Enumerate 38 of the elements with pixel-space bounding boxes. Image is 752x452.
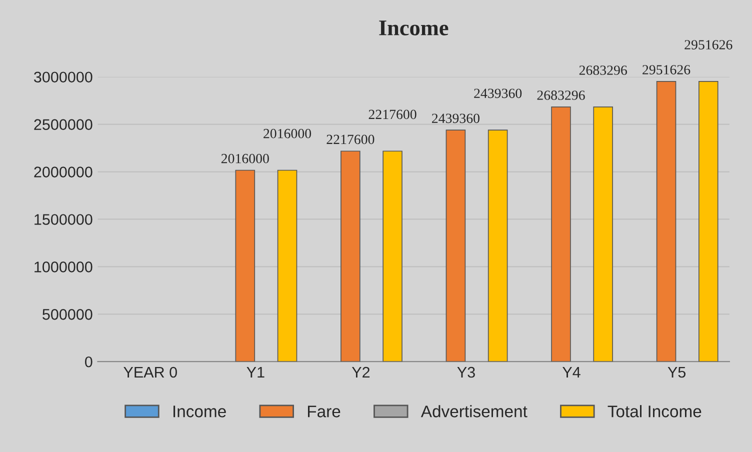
- x-tick-label: Y1: [246, 367, 264, 378]
- bar: [277, 170, 298, 362]
- legend-label: Income: [174, 406, 226, 418]
- bar: [488, 130, 508, 362]
- bar: [446, 130, 466, 362]
- data-label: 2683296: [579, 66, 627, 75]
- y-tick-label: 0: [85, 356, 92, 368]
- data-label: 2016000: [264, 128, 312, 138]
- data-label: 2016000: [221, 154, 269, 164]
- data-label: 2439360: [474, 88, 522, 98]
- data-label: 2217600: [326, 134, 374, 144]
- x-tick-label: YEAR 0: [124, 366, 177, 378]
- data-label: 2439360: [432, 114, 480, 124]
- y-tick-label: 1000000: [34, 262, 92, 272]
- data-label: 2951626: [642, 65, 690, 74]
- y-tick-label: 2000000: [34, 166, 92, 178]
- y-tick-label: 500000: [42, 309, 92, 320]
- x-tick-label: Y4: [562, 367, 580, 378]
- x-tick-label: Y2: [352, 366, 370, 378]
- data-label: 2951626: [684, 40, 732, 50]
- x-tick-label: Y5: [668, 367, 686, 378]
- legend-label: Advertisement: [420, 405, 528, 418]
- y-tick-label: 1500000: [34, 214, 92, 225]
- bar: [235, 170, 256, 362]
- bar: [340, 150, 360, 362]
- legend-label: Fare: [308, 406, 340, 418]
- bar: [382, 150, 402, 362]
- data-label: 2683296: [537, 90, 585, 100]
- chart-title: Income: [379, 20, 448, 36]
- bar: [656, 81, 676, 362]
- bar: [593, 106, 613, 362]
- bar: [698, 81, 718, 362]
- x-tick-label: Y3: [457, 366, 475, 378]
- legend-label: Total Income: [608, 405, 702, 418]
- bar: [551, 106, 571, 362]
- data-label: 2217600: [368, 110, 416, 120]
- y-tick-label: 3000000: [34, 72, 92, 83]
- y-tick-label: 2500000: [34, 119, 92, 130]
